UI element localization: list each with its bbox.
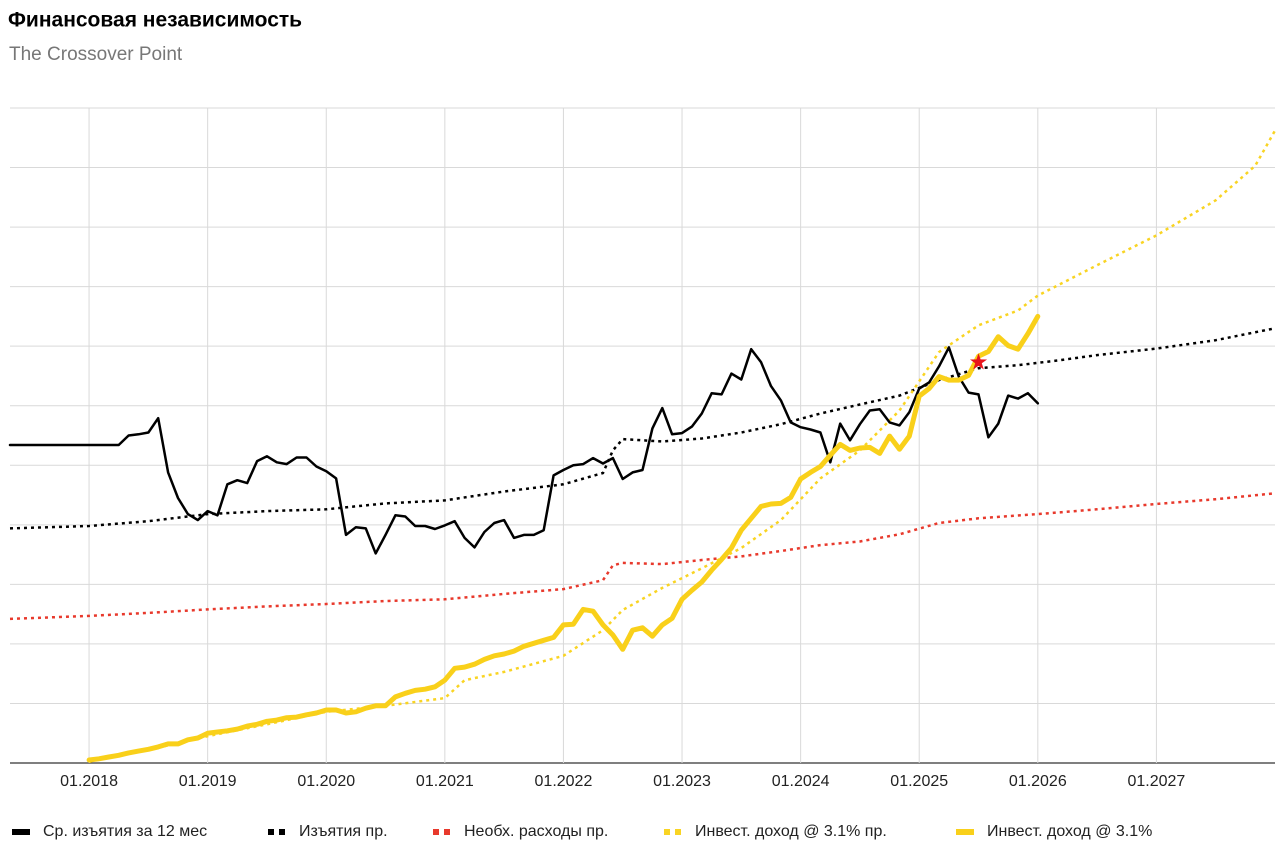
x-tick-label: 01.2020 (297, 773, 355, 790)
series-line (86, 313, 1041, 763)
legend-swatch (444, 829, 450, 835)
grid: 01.2018 01.2019 01.2020 01.2021 01.2022 01.20… (10, 107, 1275, 790)
legend-swatch (268, 829, 274, 835)
x-tick-label: 01.2025 (890, 773, 948, 790)
legend-swatch (675, 829, 681, 835)
series-line (9, 492, 1276, 621)
series-line (88, 129, 1277, 764)
legend-label: Изъятия пр. (299, 823, 388, 840)
x-tick-label: 01.2019 (179, 773, 237, 790)
series-line (9, 327, 1276, 530)
series-line (8, 346, 1040, 555)
x-tick-label: 01.2018 (60, 773, 118, 790)
crossover-marker (970, 353, 988, 370)
legend-swatch (12, 829, 30, 835)
legend: Ср. изъятия за 12 мес Изъятия пр. Необх. р… (12, 823, 1152, 840)
chart-subtitle: The Crossover Point (9, 44, 183, 65)
legend-swatch (279, 829, 285, 835)
x-tick-label: 01.2023 (653, 773, 711, 790)
legend-label: Необх. расходы пр. (464, 823, 608, 840)
legend-swatch (664, 829, 670, 835)
legend-label: Инвест. доход @ 3.1% пр. (695, 823, 887, 840)
legend-label: Инвест. доход @ 3.1% (987, 823, 1152, 840)
x-tick-label: 01.2026 (1009, 773, 1067, 790)
chart-title: Финансовая независимость (8, 9, 302, 32)
legend-label: Ср. изъятия за 12 мес (43, 823, 207, 840)
x-tick-label: 01.2027 (1127, 773, 1185, 790)
plot (8, 129, 1277, 764)
x-tick-label: 01.2022 (535, 773, 593, 790)
x-tick-label: 01.2024 (772, 773, 830, 790)
legend-swatch (433, 829, 439, 835)
legend-swatch (956, 829, 974, 835)
x-tick-label: 01.2021 (416, 773, 474, 790)
